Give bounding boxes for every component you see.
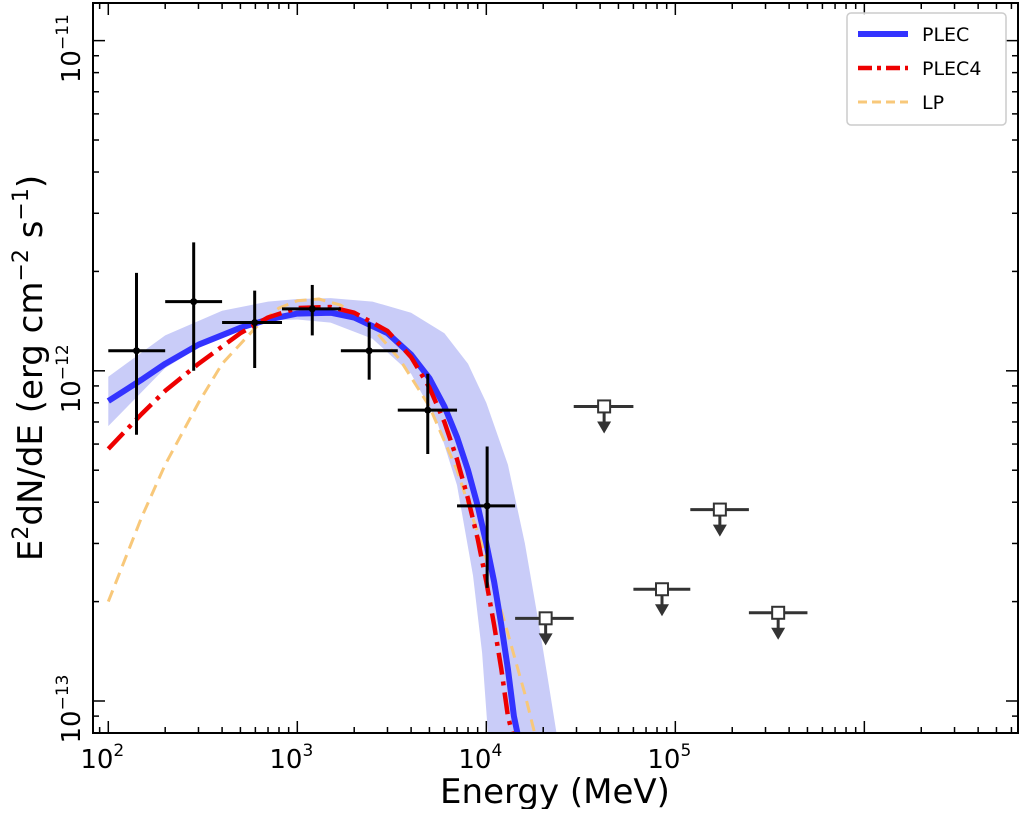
y-tick-label: 10−13	[53, 675, 87, 744]
x-tick-label: 105	[647, 741, 691, 775]
ul-marker	[712, 502, 727, 517]
legend: PLEC PLEC4 LP	[846, 12, 1007, 126]
axis-labels: 102 103 104 105 10−13 10−12 10−11 Energy (MeV) E…	[9, 14, 691, 812]
x-tick-label: 102	[80, 741, 124, 775]
data-point	[397, 373, 458, 454]
data-point	[165, 242, 223, 371]
data-point	[457, 446, 516, 588]
legend-box	[846, 12, 1007, 126]
ul-arrow-head	[538, 633, 553, 646]
legend-label-plec: PLEC	[922, 24, 969, 46]
x-tick-label: 104	[458, 741, 502, 775]
ul-arrow-head	[771, 627, 786, 640]
data-marker	[132, 347, 140, 355]
ul-marker	[654, 582, 669, 597]
y-tick-label: 10−12	[53, 344, 87, 413]
data-point	[222, 290, 283, 368]
legend-label-lp: LP	[922, 92, 944, 114]
upper-limit	[515, 611, 574, 646]
data-marker	[365, 347, 373, 355]
data-point	[282, 284, 341, 336]
ul-arrow-head	[654, 604, 669, 617]
upper-limit	[690, 502, 749, 537]
confidence-band	[108, 298, 557, 733]
x-axis-label: Energy (MeV)	[440, 772, 670, 809]
y-axis-label: E2dN/dE (erg cm−2 s−1)	[9, 175, 51, 561]
ul-marker	[597, 399, 612, 414]
data-marker	[251, 319, 259, 327]
data-point	[340, 322, 398, 380]
plot-area	[106, 242, 808, 733]
data-marker	[424, 406, 432, 414]
x-tick-label: 103	[269, 741, 313, 775]
data-marker	[308, 305, 316, 313]
y-tick-label: 10−11	[53, 14, 87, 83]
ul-marker	[771, 605, 786, 620]
data-point	[108, 272, 166, 435]
upper-limit	[633, 582, 691, 617]
ul-marker	[538, 611, 553, 626]
ul-arrow-head	[597, 421, 612, 434]
data-marker	[190, 298, 198, 306]
data-marker	[483, 502, 491, 510]
series-line-plec4	[106, 304, 515, 733]
ul-arrow-head	[712, 524, 727, 537]
series-line-plec	[106, 309, 521, 733]
upper-limit	[573, 399, 634, 434]
upper-limit	[748, 605, 808, 640]
axis-ticks	[93, 3, 1018, 734]
plot-frame	[92, 2, 1019, 734]
legend-label-plec4: PLEC4	[922, 58, 981, 80]
